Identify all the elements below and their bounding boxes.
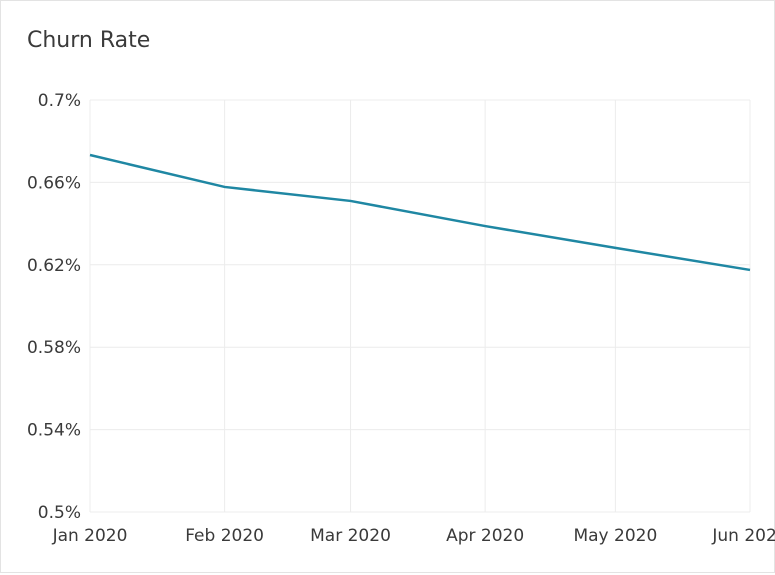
chart-title: Churn Rate <box>27 28 150 53</box>
line <box>89 153 751 272</box>
x-tick-label: May 2020 <box>573 526 657 546</box>
y-tick-label: 0.54% <box>27 421 81 441</box>
y-tick-label: 0.58% <box>27 338 81 358</box>
y-tick-label: 0.7% <box>38 91 81 111</box>
x-tick-label: Feb 2020 <box>185 526 264 546</box>
y-tick-label: 0.5% <box>38 503 81 523</box>
y-tick-label: 0.66% <box>27 173 81 193</box>
x-tick-label: Mar 2020 <box>310 526 391 546</box>
x-tick-label: Jun 2020 <box>711 526 775 546</box>
x-tick-label: Apr 2020 <box>446 526 524 546</box>
y-tick-label: 0.62% <box>27 256 81 276</box>
x-tick-label: Jan 2020 <box>52 526 128 546</box>
